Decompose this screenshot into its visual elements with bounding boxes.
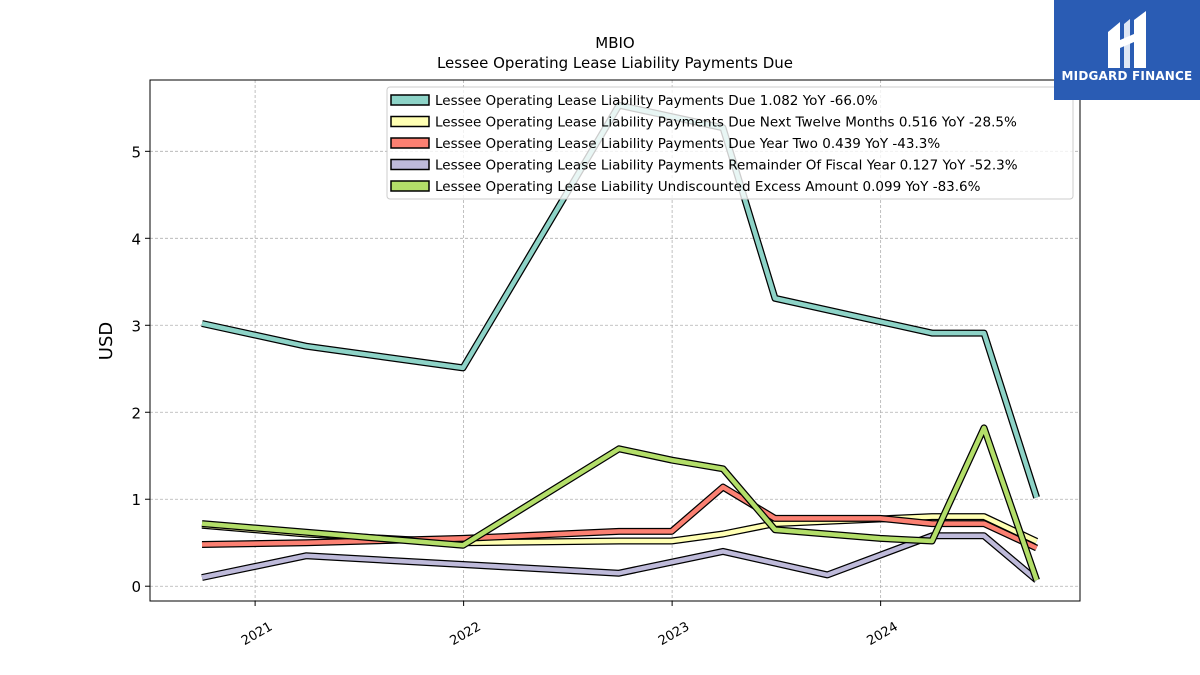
legend-swatch [390, 94, 430, 106]
x-tick-label: 2023 [656, 619, 692, 649]
y-axis: 0 1 2 3 4 5 [131, 143, 150, 596]
series-line-5 [201, 425, 1039, 581]
x-tick-label: 2024 [864, 619, 900, 649]
legend-box [386, 86, 1074, 200]
x-tick-label: 2022 [447, 619, 483, 649]
legend-label: Lessee Operating Lease Liability Undisco… [435, 179, 981, 195]
x-axis: 2021 2022 2023 2024 [239, 601, 901, 649]
legend-swatch [390, 137, 430, 149]
brand-logo: MIDGARD FINANCE [1054, 0, 1200, 100]
y-tick-label: 4 [131, 230, 141, 248]
x-tick-label: 2021 [239, 619, 275, 649]
legend-label: Lessee Operating Lease Liability Payment… [435, 136, 940, 152]
legend-swatch [390, 158, 430, 171]
legend-swatch [390, 115, 430, 128]
y-tick-label: 5 [131, 143, 141, 161]
y-axis-label: USD [96, 322, 117, 360]
midgard-logo-icon [1108, 11, 1146, 68]
legend-label: Lessee Operating Lease Liability Payment… [435, 115, 1017, 131]
legend-label: Lessee Operating Lease Liability Payment… [435, 93, 878, 109]
series-line-4 [201, 533, 1039, 582]
chart-subtitle: Lessee Operating Lease Liability Payment… [437, 54, 793, 72]
y-tick-label: 1 [131, 491, 141, 509]
chart-title: MBIO [595, 34, 634, 52]
legend: Lessee Operating Lease Liability Payment… [386, 86, 1074, 200]
logo-text: MIDGARD FINANCE [1061, 69, 1193, 83]
legend-label: Lessee Operating Lease Liability Payment… [435, 158, 1018, 174]
y-tick-label: 2 [131, 404, 141, 422]
y-tick-label: 3 [131, 317, 141, 335]
plot-frame [149, 79, 1081, 602]
legend-swatch [390, 180, 430, 192]
y-tick-label: 0 [131, 578, 141, 596]
